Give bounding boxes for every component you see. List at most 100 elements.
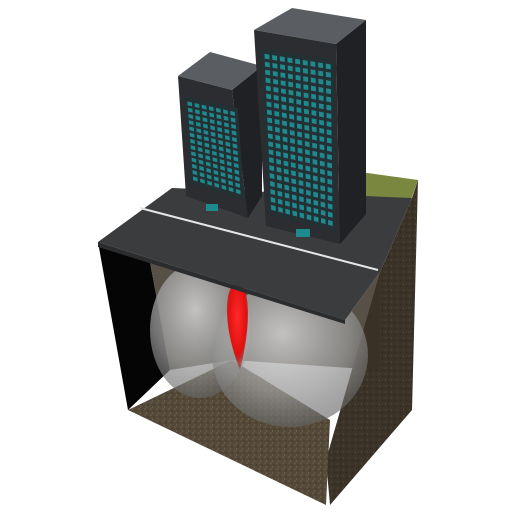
window (284, 176, 289, 183)
window (227, 174, 233, 180)
window (288, 81, 294, 88)
window (310, 69, 316, 76)
window (326, 129, 332, 136)
window (280, 72, 286, 78)
window (198, 153, 204, 159)
window (272, 55, 278, 61)
window (273, 79, 279, 85)
window (320, 218, 326, 225)
window (311, 101, 317, 108)
window (285, 208, 290, 215)
window (291, 194, 297, 201)
window (311, 110, 317, 116)
window (318, 103, 324, 110)
window (298, 188, 304, 195)
window (233, 150, 238, 156)
window (219, 152, 225, 158)
window (203, 136, 209, 142)
window (327, 178, 333, 185)
window (292, 210, 298, 217)
window (232, 137, 237, 143)
window (319, 136, 325, 143)
road-front-edge (98, 242, 345, 324)
window (312, 167, 318, 174)
short-tower-windows (187, 101, 241, 195)
window (278, 206, 283, 213)
window (320, 177, 325, 184)
window (264, 53, 270, 60)
window (297, 147, 303, 154)
window (318, 111, 324, 118)
window (275, 134, 281, 141)
window (226, 161, 232, 167)
window (298, 171, 304, 178)
window (326, 88, 332, 95)
window (289, 113, 295, 120)
window (299, 196, 304, 203)
window (296, 99, 302, 105)
window (228, 180, 234, 186)
window (325, 71, 331, 78)
window (267, 133, 273, 140)
window (319, 119, 324, 126)
window (288, 89, 294, 96)
window (325, 63, 331, 70)
window (289, 130, 295, 136)
window (284, 200, 290, 207)
window (325, 80, 331, 86)
window (218, 139, 224, 145)
short-tower (178, 52, 262, 218)
window (310, 61, 316, 67)
window (327, 162, 332, 169)
window (265, 69, 271, 76)
window (196, 134, 202, 140)
window (191, 163, 197, 169)
window (234, 176, 240, 182)
window (268, 149, 274, 156)
window (225, 148, 231, 154)
window (327, 154, 332, 161)
window (199, 165, 204, 172)
window (318, 70, 324, 77)
window (299, 204, 305, 211)
window (199, 172, 205, 178)
window (305, 165, 311, 172)
window (190, 138, 195, 144)
window (282, 128, 288, 135)
window (275, 142, 281, 149)
window (235, 182, 241, 188)
window (326, 137, 332, 144)
window (310, 85, 316, 92)
window (218, 146, 224, 152)
window (302, 59, 308, 66)
window (296, 91, 301, 97)
window (291, 178, 297, 185)
window (266, 109, 272, 116)
window (320, 168, 325, 175)
window (284, 184, 290, 191)
window (318, 78, 324, 85)
soil-left-wall (98, 242, 170, 410)
window (281, 112, 287, 119)
window (187, 107, 193, 113)
window (295, 66, 301, 73)
window (311, 93, 317, 100)
window (288, 97, 294, 104)
window (204, 148, 210, 154)
window (296, 115, 302, 122)
window (277, 190, 283, 197)
window (290, 162, 296, 169)
window (291, 186, 297, 193)
window (191, 151, 196, 157)
window (311, 126, 317, 133)
window (319, 160, 325, 167)
window (196, 128, 202, 134)
window (216, 114, 222, 120)
window (305, 157, 311, 164)
window (189, 132, 195, 138)
window (304, 116, 310, 123)
window (195, 115, 201, 121)
window (230, 111, 236, 116)
